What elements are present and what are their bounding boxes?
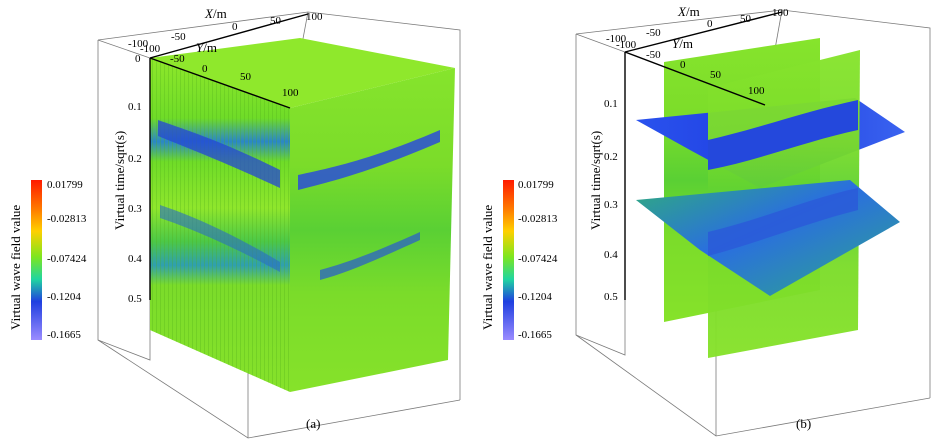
axes-b bbox=[624, 11, 783, 300]
x-axis-b-label: X/m bbox=[677, 4, 700, 19]
y-axis-a-label: Y/m bbox=[196, 40, 217, 55]
colorbar-b-scale bbox=[503, 180, 514, 340]
slice-b-band-lower bbox=[708, 188, 858, 256]
panel-a: 0.01799 -0.02813 -0.07424 -0.1204 -0.166… bbox=[8, 6, 461, 439]
axes-a bbox=[149, 13, 309, 300]
z-axis-a-tick-0: 0 bbox=[135, 53, 141, 65]
volume-a-front-band-upper bbox=[158, 120, 280, 188]
volume-a-top-face bbox=[150, 38, 455, 108]
z-axis-a-tick-2: 0.2 bbox=[128, 153, 142, 165]
y-axis-b-label: Y/m bbox=[672, 36, 693, 51]
y-axis-b-tick-2: 0 bbox=[680, 59, 686, 71]
colorbar-a-tick-3: -0.1204 bbox=[47, 291, 81, 303]
x-axis-a-tick-2: 0 bbox=[232, 21, 238, 33]
y-axis-b-tick-0: -100 bbox=[616, 39, 637, 51]
x-axis-a-tick-0: -100 bbox=[128, 38, 149, 50]
colorbar-b: 0.01799 -0.02813 -0.07424 -0.1204 -0.166… bbox=[480, 179, 558, 341]
z-axis-b-tick-2: 0.3 bbox=[604, 199, 618, 211]
colorbar-b-tick-0: 0.01799 bbox=[518, 179, 554, 191]
y-axis-b-line bbox=[624, 51, 766, 106]
colorbar-a-tick-1: -0.02813 bbox=[47, 213, 87, 225]
slice-b-band-upper bbox=[708, 100, 858, 170]
colorbar-a-tick-0: 0.01799 bbox=[47, 179, 83, 191]
y-axis-b-tick-3: 50 bbox=[710, 69, 722, 81]
y-axis-a-tick-2: 0 bbox=[202, 63, 208, 75]
z-axis-a-tick-3: 0.3 bbox=[128, 203, 142, 215]
z-axis-a-tick-4: 0.4 bbox=[128, 253, 142, 265]
x-axis-a-tick-4: 100 bbox=[306, 11, 323, 23]
x-axis-a-tick-1: -50 bbox=[171, 31, 186, 43]
y-axis-a-tick-1: -50 bbox=[170, 53, 185, 65]
y-axis-a-tick-4: 100 bbox=[282, 87, 299, 99]
colorbar-b-label: Virtual wave field value bbox=[480, 205, 495, 330]
x-axis-b-tick-2: 0 bbox=[707, 18, 713, 30]
z-axis-b-tick-0: 0.1 bbox=[604, 98, 618, 110]
z-axis-b-tick-1: 0.2 bbox=[604, 151, 618, 163]
y-axis-a-tick-3: 50 bbox=[240, 71, 252, 83]
colorbar-a: 0.01799 -0.02813 -0.07424 -0.1204 -0.166… bbox=[8, 179, 87, 341]
colorbar-a-scale bbox=[31, 180, 42, 340]
x-axis-b-tick-3: 50 bbox=[740, 13, 752, 25]
volume-a-front-stripes bbox=[150, 58, 290, 392]
z-axis-a-tick-5: 0.5 bbox=[128, 293, 142, 305]
y-axis-a-line bbox=[149, 57, 291, 109]
colorbar-b-tick-3: -0.1204 bbox=[518, 291, 552, 303]
volume-a bbox=[150, 38, 455, 392]
volume-a-front-band-lower bbox=[160, 205, 280, 272]
z-axis-b-tick-4: 0.5 bbox=[604, 291, 618, 303]
volume-a-side-face bbox=[290, 68, 455, 392]
x-axis-b-tick-0: -100 bbox=[606, 33, 627, 45]
z-axis-a-tick-1: 0.1 bbox=[128, 101, 142, 113]
y-axis-b-tick-1: -50 bbox=[646, 49, 661, 61]
panel-b: 0.01799 -0.02813 -0.07424 -0.1204 -0.166… bbox=[480, 4, 931, 437]
colorbar-a-tick-2: -0.07424 bbox=[47, 253, 87, 265]
x-axis-a-tick-3: 50 bbox=[270, 15, 282, 27]
x-axis-a-line bbox=[149, 13, 309, 59]
slices-b bbox=[636, 38, 905, 358]
x-axis-b-tick-4: 100 bbox=[772, 7, 789, 19]
panel-a-caption: (a) bbox=[306, 416, 320, 431]
colorbar-b-tick-4: -0.1665 bbox=[518, 329, 552, 341]
volume-a-band-upper bbox=[298, 130, 440, 190]
z-axis-b-tick-3: 0.4 bbox=[604, 249, 618, 261]
x-axis-b-tick-1: -50 bbox=[646, 27, 661, 39]
x-axis-b-line bbox=[624, 11, 783, 53]
volume-a-band-lower bbox=[320, 232, 420, 280]
colorbar-b-tick-2: -0.07424 bbox=[518, 253, 558, 265]
colorbar-b-tick-1: -0.02813 bbox=[518, 213, 558, 225]
z-axis-b-label: Virtual time/sqrt(s) bbox=[588, 131, 603, 230]
y-axis-a-tick-0: -100 bbox=[140, 43, 161, 55]
panel-b-caption: (b) bbox=[796, 416, 811, 431]
colorbar-a-label: Virtual wave field value bbox=[8, 205, 23, 330]
colorbar-a-tick-4: -0.1665 bbox=[47, 329, 81, 341]
x-axis-a-label: X/m bbox=[204, 6, 227, 21]
z-axis-a-label: Virtual time/sqrt(s) bbox=[112, 131, 127, 230]
y-axis-b-tick-4: 100 bbox=[748, 85, 765, 97]
